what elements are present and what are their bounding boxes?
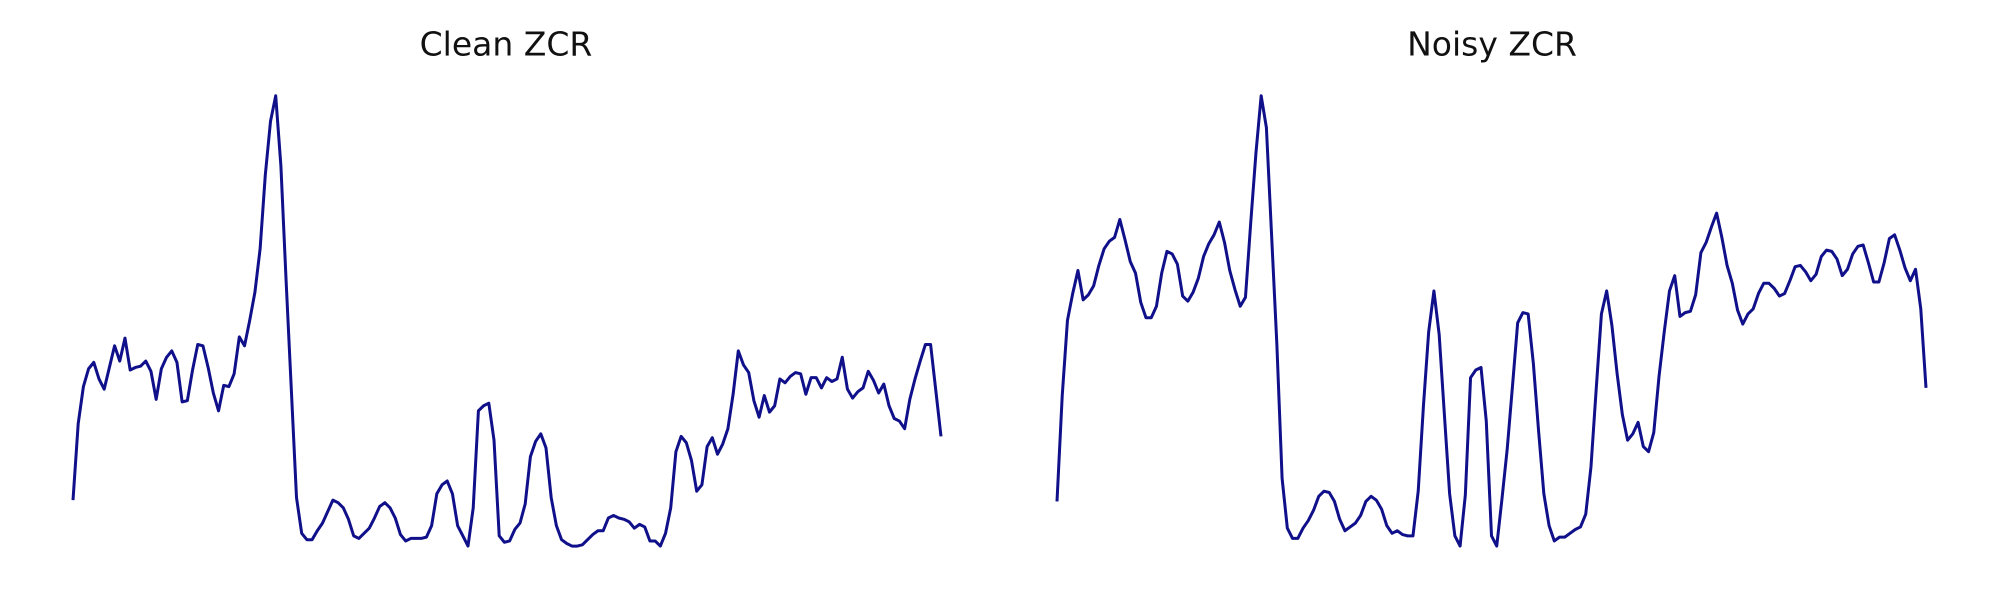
series-line — [1055, 94, 1928, 548]
chart-title: Clean ZCR — [420, 25, 593, 64]
series-line — [71, 94, 943, 548]
chart-title: Noisy ZCR — [1407, 25, 1577, 64]
